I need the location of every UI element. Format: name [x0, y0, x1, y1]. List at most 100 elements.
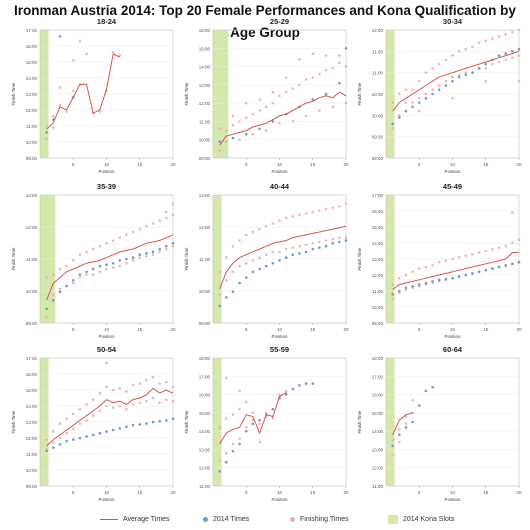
finishing-point: [71, 427, 75, 430]
y-tick-label: 11:00: [372, 289, 383, 294]
y-tick-label: 10:00: [372, 113, 384, 118]
time-2014-point: [125, 425, 128, 429]
finishing-point: [251, 259, 255, 262]
finishing-point: [91, 414, 95, 417]
finishing-point: [444, 58, 448, 62]
finishing-point: [264, 224, 268, 228]
y-axis-label: Finish Time: [11, 247, 16, 271]
time-2014-point: [404, 426, 408, 429]
finishing-point: [264, 129, 268, 132]
finishing-point: [431, 264, 434, 267]
time-2014-point: [131, 256, 135, 259]
finishing-point: [318, 109, 321, 112]
x-tick-label: 10: [450, 162, 456, 167]
x-axis-label: Position: [444, 169, 461, 174]
time-2014-point: [78, 273, 82, 276]
y-tick-label: 17:00: [199, 374, 211, 379]
panel-title: 60-64: [443, 345, 463, 354]
finishing-point: [284, 216, 288, 220]
finishing-point: [244, 116, 248, 120]
finishing-point: [225, 256, 228, 259]
finishing-point: [484, 79, 488, 83]
finishing-point: [451, 96, 454, 100]
panel-25-29: 25-29 09:00 10:00 11:00 12:00 13:00 14:00 15:00…: [184, 17, 349, 174]
finishing-point: [444, 259, 448, 262]
finishing-point: [497, 35, 501, 38]
time-2014-point: [284, 256, 288, 259]
finishing-point: [244, 261, 248, 265]
finishing-point: [91, 273, 95, 276]
time-2014-point: [477, 67, 481, 70]
y-tick-label: 14:00: [372, 429, 384, 434]
time-2014-point: [497, 54, 501, 57]
kona-band: [213, 358, 222, 486]
x-tick-label: 10: [450, 327, 456, 332]
finishing-point: [304, 243, 308, 247]
finishing-point: [238, 437, 241, 440]
time-2014-point: [45, 307, 48, 311]
x-tick-label: 5: [245, 490, 248, 495]
time-2014-point: [398, 433, 401, 437]
finishing-point: [264, 105, 268, 109]
y-axis-label: Finish Time: [184, 82, 189, 106]
y-tick-label: 10:00: [199, 138, 211, 143]
average-line-icon: [100, 518, 118, 520]
panel-title: 40-44: [270, 182, 290, 191]
x-tick-label: 10: [277, 327, 283, 332]
time-2014-point: [504, 264, 508, 267]
finishing-point: [511, 56, 514, 60]
average-line: [219, 91, 347, 146]
y-tick-label: 13:00: [199, 83, 211, 88]
x-tick-label: 5: [72, 327, 75, 332]
time-2014-point: [404, 286, 408, 290]
finishing-point: [145, 224, 148, 228]
finishing-point: [318, 72, 321, 76]
finishing-point: [517, 54, 521, 57]
time-2014-point: [338, 81, 341, 85]
finishing-point: [298, 57, 301, 61]
y-tick-label: 16:00: [199, 28, 211, 33]
finishing-point: [125, 261, 128, 265]
y-tick-label: 18:00: [372, 356, 384, 361]
time-2014-point: [411, 284, 414, 288]
finishing-point: [98, 244, 102, 248]
finishing-point: [111, 388, 115, 392]
finishing-point: [151, 222, 155, 225]
finishing-point: [118, 404, 122, 408]
finishing-point: [52, 126, 55, 129]
time-2014-point: [291, 253, 295, 257]
finishing-point: [404, 273, 408, 277]
plot-frame: [385, 194, 520, 324]
finishing-point: [171, 244, 175, 248]
time-2014-point: [311, 98, 315, 101]
plot-frame: [385, 29, 520, 159]
finishing-point: [324, 239, 328, 242]
finishing-point: [271, 417, 275, 420]
finishing-point: [331, 67, 335, 70]
finishing-point: [398, 428, 401, 431]
finishing-point: [171, 213, 175, 217]
finishing-point: [258, 109, 261, 112]
legend-label-average: Average Times: [123, 516, 170, 523]
panel-title: 30-34: [443, 17, 463, 26]
time-2014-point: [258, 127, 261, 131]
time-2014-point: [424, 281, 428, 285]
finishing-point: [118, 236, 122, 239]
finishing-point: [165, 210, 168, 214]
y-tick-label: 12:00: [26, 436, 38, 441]
time-2014-point: [118, 427, 122, 430]
finishing-point: [517, 79, 521, 83]
average-line: [46, 234, 174, 301]
finishing-point: [511, 30, 514, 34]
time-2014-point: [398, 116, 401, 119]
y-tick-label: 09:00: [26, 156, 38, 161]
finishing-point: [98, 409, 102, 413]
kona-band: [213, 30, 229, 158]
finishing-point: [244, 101, 248, 105]
y-tick-label: 11:00: [199, 119, 210, 124]
finishing-point: [52, 115, 55, 118]
finishing-point: [58, 103, 62, 107]
time-2014-point: [85, 270, 88, 274]
finishing-point: [291, 215, 295, 218]
finishing-point: [218, 270, 221, 274]
